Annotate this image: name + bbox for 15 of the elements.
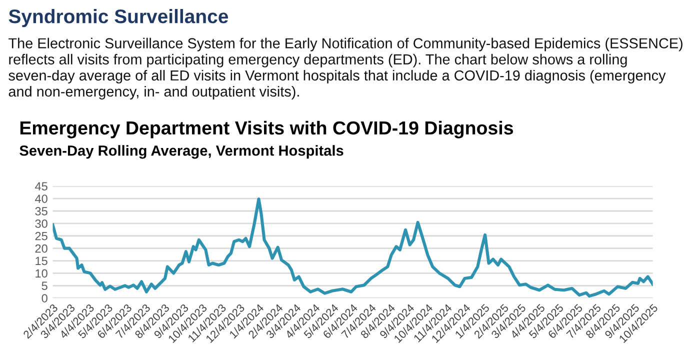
line-series (52, 198, 653, 298)
text: Syndromic Surveillance (8, 9, 228, 28)
y-tick-label: 0 (42, 294, 48, 302)
chart-subtitle: Seven-Day Rolling Average, Vermont Hospitals (20, 145, 344, 159)
y-tick-label: 20 (35, 244, 48, 253)
y-tick-label: 35 (35, 207, 48, 216)
y-tick-label: 30 (35, 219, 48, 228)
y-tick-label: 25 (35, 232, 48, 240)
text: The Electronic Surveillance System for the Early Notification of Community-based Epidemics (ESSENCE) reflects all visits from participating emergency departments (ED). The chart below shows a rolling seven-day average of all ED visits in Vermont hospitals that include a COVID-19 diagnosis (emergency and non-emergency, in- and outpatient visits). (8, 38, 682, 100)
y-tick-label: 10 (36, 269, 48, 278)
y-tick-label: 40 (35, 194, 48, 203)
chart-title: Emergency Department Visits with COVID-19 Diagnosis (20, 120, 514, 138)
y-tick-label: 15 (36, 256, 48, 266)
y-tick-label: 5 (42, 282, 48, 290)
y-tick-label: 45 (35, 182, 48, 191)
